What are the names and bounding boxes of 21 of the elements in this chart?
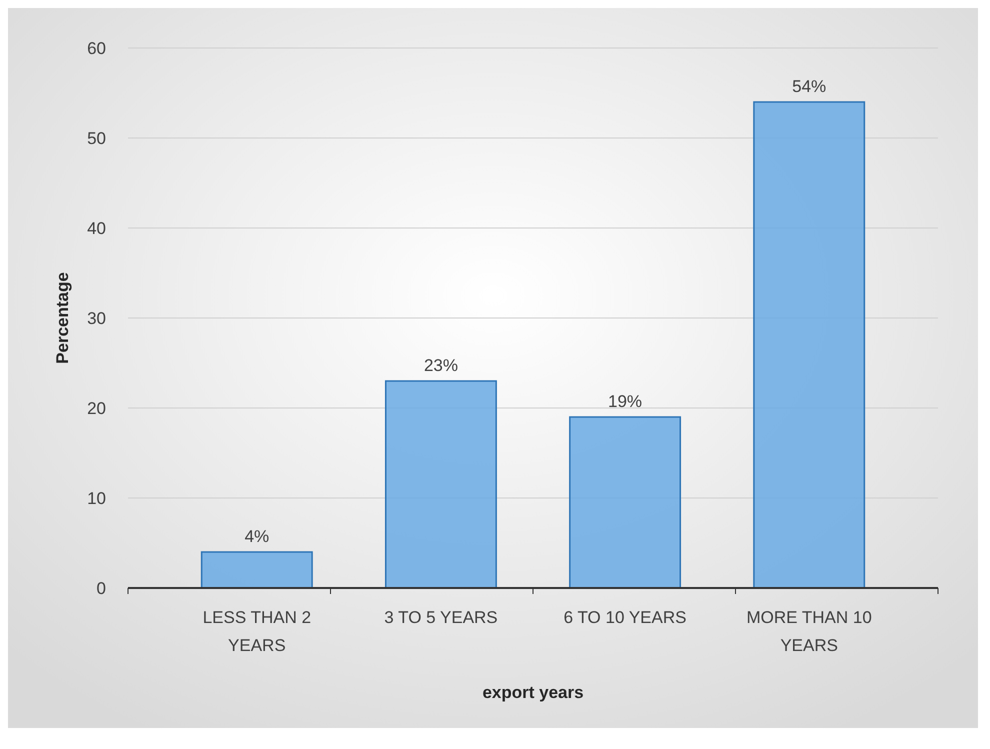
- x-tick-label: 6 TO 10 YEARS: [564, 608, 686, 627]
- x-tick-label: LESS THAN 2 YEARS: [202, 608, 312, 655]
- y-tick-label: 20: [87, 399, 106, 418]
- y-tick-label: 0: [96, 579, 106, 598]
- y-tick-label: 40: [87, 219, 106, 238]
- x-axis-title: export years: [482, 683, 584, 702]
- x-tick-label: 3 TO 5 YEARS: [384, 608, 498, 627]
- data-label: 54%: [792, 77, 826, 96]
- y-tick-label: 50: [87, 129, 106, 148]
- y-tick-label: 10: [87, 489, 106, 508]
- y-tick-label: 60: [87, 39, 106, 58]
- bar: [569, 416, 682, 589]
- y-tick-label: 30: [87, 309, 106, 328]
- data-label: 23%: [424, 356, 458, 375]
- bar: [753, 101, 866, 589]
- data-label: 19%: [608, 392, 642, 411]
- x-tick-label: MORE THAN 10 YEARS: [746, 608, 872, 655]
- bar: [384, 380, 497, 589]
- bar: [200, 551, 313, 589]
- y-axis-title: Percentage: [53, 272, 72, 364]
- data-label: 4%: [244, 527, 270, 546]
